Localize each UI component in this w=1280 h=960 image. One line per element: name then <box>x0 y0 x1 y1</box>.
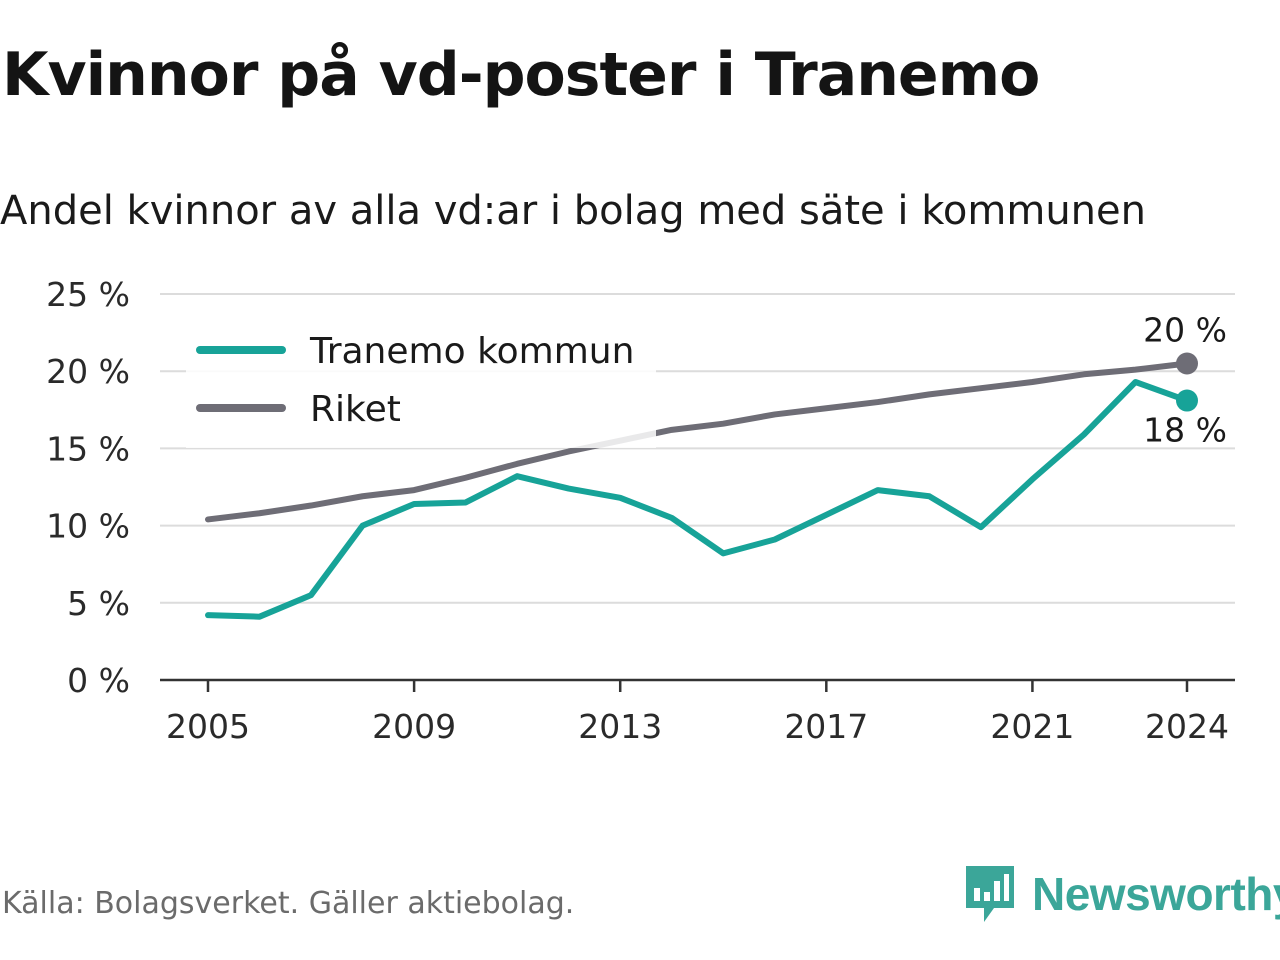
y-tick-label: 0 % <box>67 661 130 700</box>
x-tick-label: 2013 <box>578 707 662 746</box>
x-tick-label: 2024 <box>1145 707 1229 746</box>
x-tick-label: 2009 <box>372 707 456 746</box>
x-tick-label: 2017 <box>784 707 868 746</box>
y-tick-label: 10 % <box>46 507 130 546</box>
source-note: Källa: Bolagsverket. Gäller aktiebolag. <box>2 886 575 921</box>
chart-subtitle: Andel kvinnor av alla vd:ar i bolag med … <box>0 188 1146 234</box>
end-label-riket: 20 % <box>1143 310 1227 349</box>
series-line-tranemo <box>205 379 1190 620</box>
brand-name: Newsworthy <box>1032 868 1280 920</box>
chart-title: Kvinnor på vd-poster i Tranemo <box>2 40 1040 110</box>
x-tick-label: 2021 <box>990 707 1074 746</box>
y-tick-label: 25 % <box>46 275 130 314</box>
brand-logo: Newsworthy <box>964 864 1280 924</box>
y-tick-label: 5 % <box>67 584 130 623</box>
y-tick-label: 20 % <box>46 352 130 391</box>
legend-label: Tranemo kommun <box>309 331 634 372</box>
legend-label: Riket <box>310 389 401 430</box>
legend-background <box>186 320 656 448</box>
x-tick-label: 2005 <box>166 707 250 746</box>
end-point-tranemo <box>1176 389 1198 412</box>
end-label-tranemo: 18 % <box>1143 411 1227 450</box>
end-point-riket <box>1176 352 1198 375</box>
newsworthy-logo-icon <box>966 866 1014 922</box>
y-tick-label: 15 % <box>46 429 130 468</box>
series-line-riket <box>205 360 1190 523</box>
